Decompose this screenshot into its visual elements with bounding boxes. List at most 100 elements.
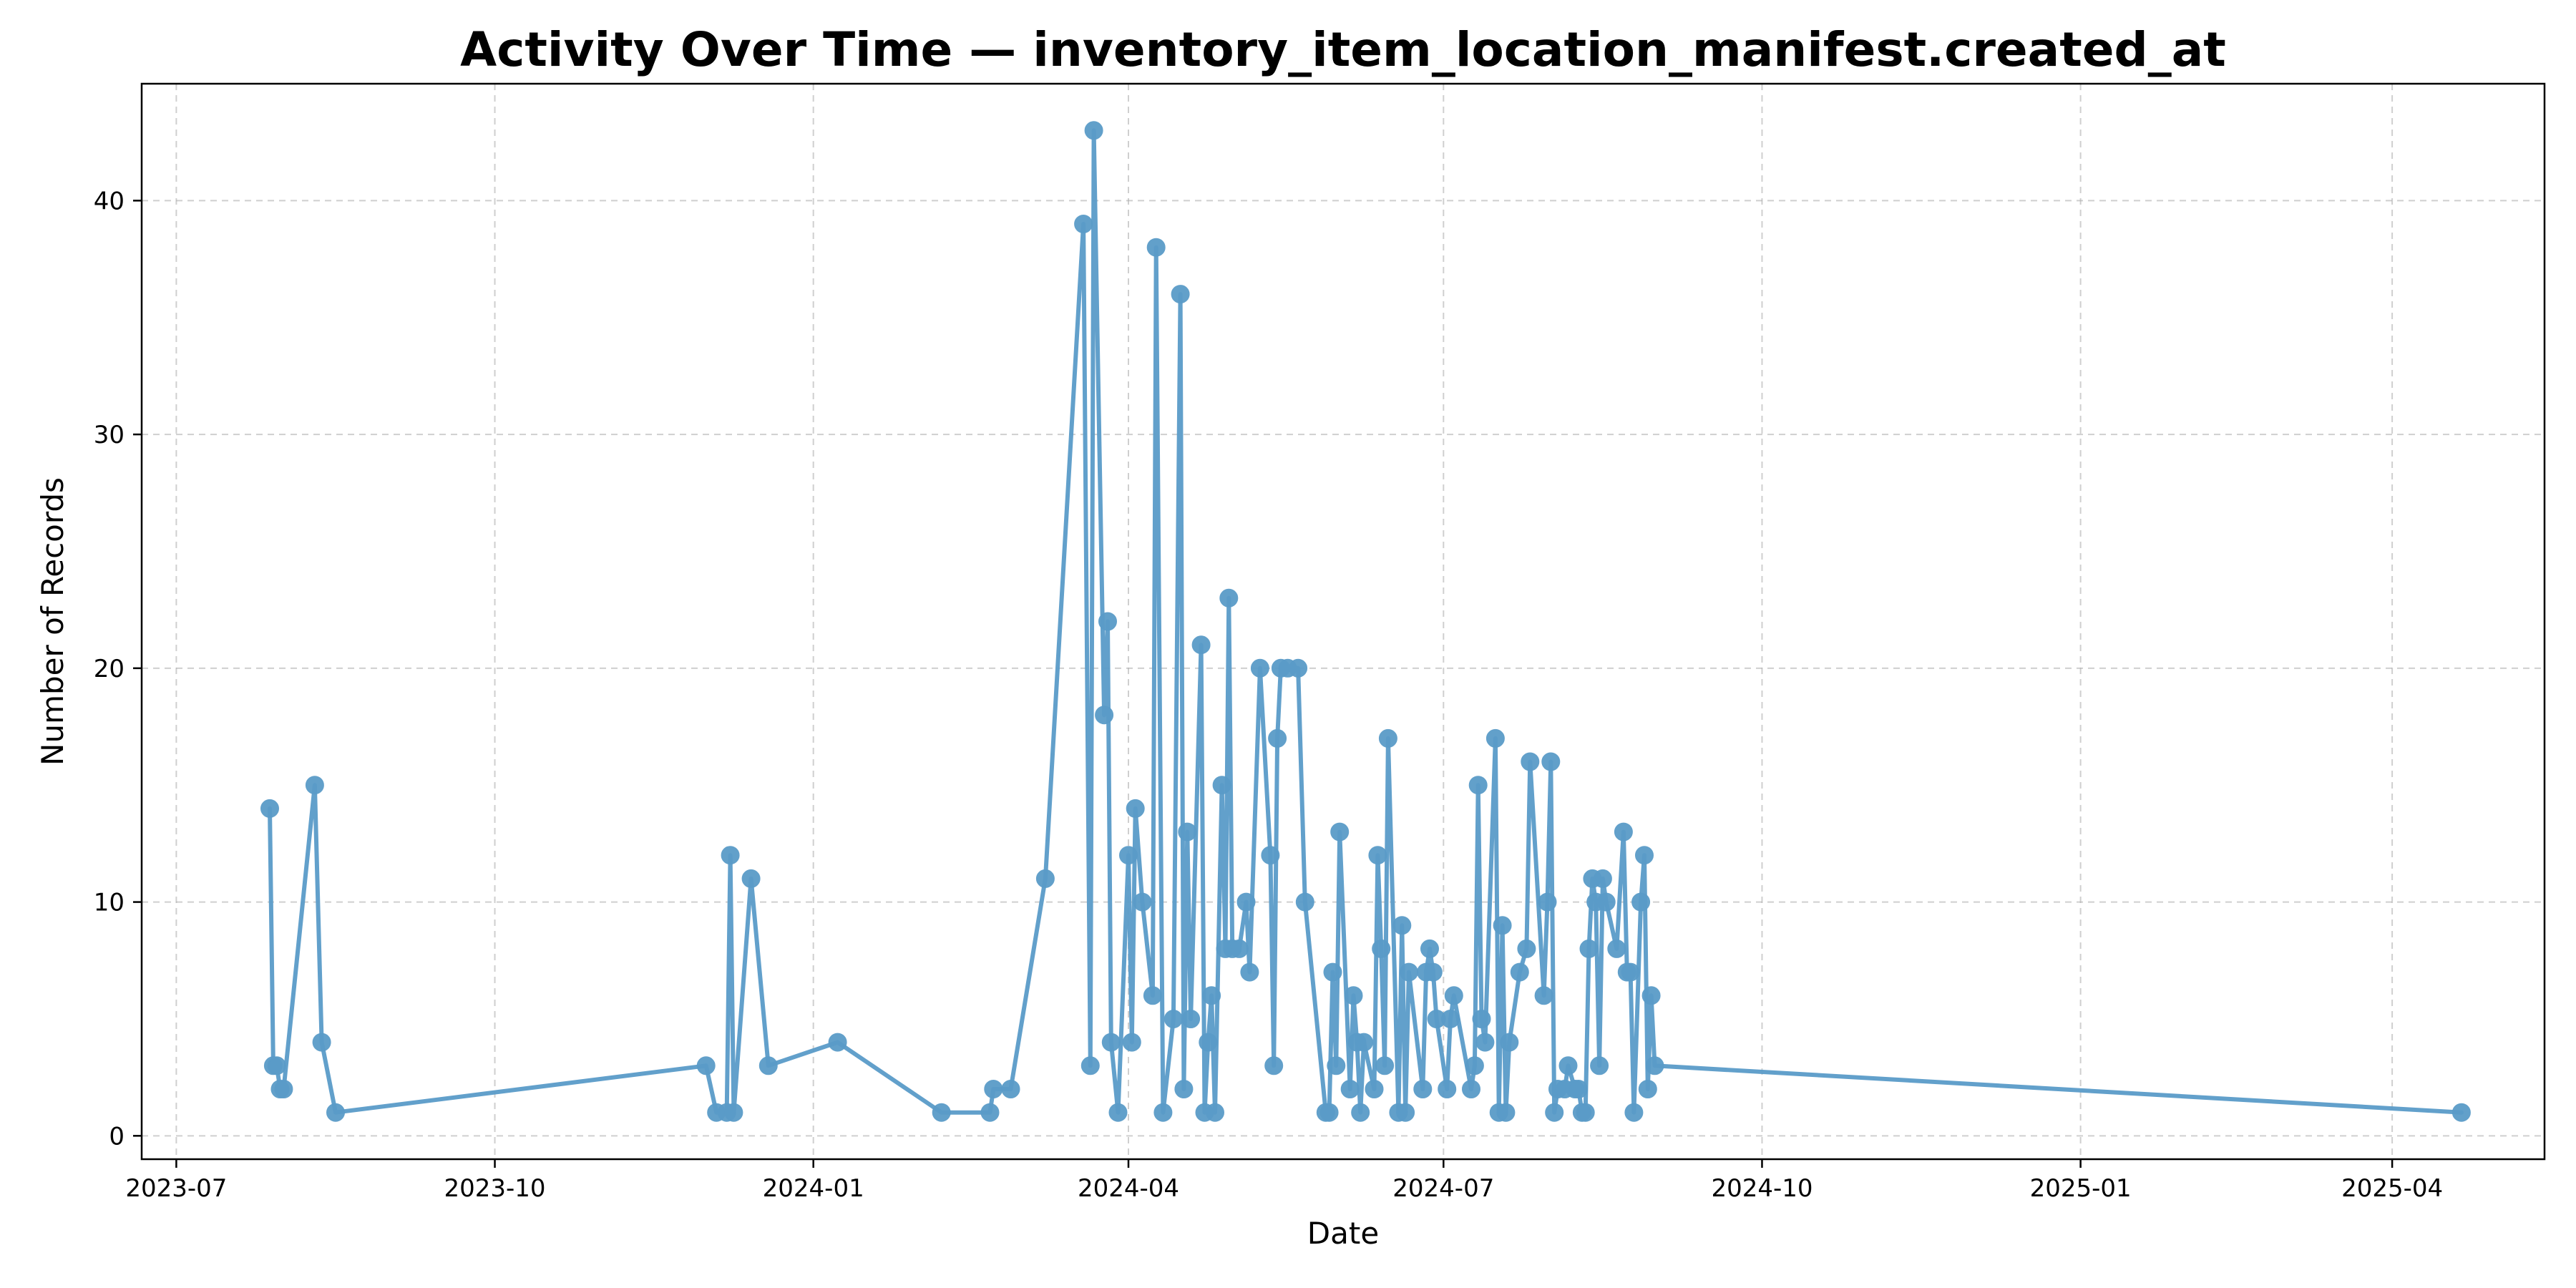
data-point	[1355, 1034, 1372, 1051]
data-point	[1608, 940, 1625, 957]
data-point	[1560, 1057, 1577, 1074]
data-point	[698, 1057, 715, 1074]
data-point	[327, 1104, 344, 1121]
x-tick-label: 2024-01	[763, 1174, 864, 1203]
data-point	[985, 1080, 1002, 1098]
data-point	[1144, 987, 1161, 1004]
data-point	[261, 800, 278, 817]
x-tick-label: 2024-07	[1392, 1174, 1494, 1203]
data-point	[1425, 964, 1442, 981]
data-point	[1231, 940, 1248, 957]
data-point	[760, 1057, 777, 1074]
data-point	[1297, 894, 1314, 911]
data-point	[1324, 964, 1342, 981]
x-tick-label: 2023-07	[125, 1174, 227, 1203]
data-point	[1342, 1080, 1359, 1098]
data-point	[1639, 1080, 1657, 1098]
data-point	[1380, 730, 1397, 747]
data-point	[1372, 940, 1390, 957]
data-point	[1262, 847, 1279, 864]
data-point	[1470, 776, 1487, 794]
x-tick-label: 2025-04	[2341, 1174, 2443, 1203]
data-point	[1476, 1034, 1493, 1051]
data-point	[1414, 1080, 1431, 1098]
data-point	[1327, 1057, 1345, 1074]
data-point	[1521, 753, 1538, 771]
data-point	[1570, 1080, 1587, 1098]
data-point	[1099, 613, 1116, 630]
data-point	[1179, 824, 1196, 841]
data-point	[1487, 730, 1504, 747]
data-point	[1214, 776, 1231, 794]
data-point	[1511, 964, 1528, 981]
data-point	[1421, 940, 1438, 957]
data-point	[1120, 847, 1137, 864]
data-point	[313, 1034, 331, 1051]
x-tick-label: 2025-01	[2030, 1174, 2132, 1203]
data-point	[1096, 706, 1113, 723]
data-point	[933, 1104, 950, 1121]
data-point	[1518, 940, 1535, 957]
data-point	[1376, 1057, 1393, 1074]
data-point	[268, 1057, 286, 1074]
data-point	[1542, 753, 1559, 771]
data-point	[1352, 1104, 1369, 1121]
data-point	[982, 1104, 999, 1121]
data-point	[1321, 1104, 1338, 1121]
x-axis-label: Date	[1307, 1216, 1379, 1251]
data-point	[829, 1034, 847, 1051]
y-tick-label: 0	[109, 1122, 125, 1151]
data-point	[1397, 1104, 1414, 1121]
data-point	[1289, 660, 1307, 677]
data-point	[1463, 1080, 1480, 1098]
data-point	[1075, 215, 1092, 233]
data-point	[1369, 847, 1386, 864]
data-point	[1127, 800, 1144, 817]
data-point	[1591, 1057, 1608, 1074]
x-tick-label: 2023-10	[444, 1174, 546, 1203]
y-tick-label: 20	[94, 655, 125, 683]
data-point	[1085, 122, 1103, 139]
data-point	[1345, 987, 1362, 1004]
data-point	[1037, 870, 1054, 887]
data-point	[1581, 940, 1598, 957]
data-point	[1539, 894, 1556, 911]
data-point	[1002, 1080, 1020, 1098]
data-point	[1133, 894, 1151, 911]
data-point	[1501, 1034, 1518, 1051]
data-point	[743, 870, 760, 887]
data-point	[1546, 1104, 1563, 1121]
data-point	[1206, 1104, 1224, 1121]
data-point	[306, 776, 323, 794]
data-point	[1636, 847, 1653, 864]
data-point	[1445, 987, 1463, 1004]
data-point	[722, 847, 739, 864]
data-point	[1331, 824, 1348, 841]
data-point	[1175, 1080, 1192, 1098]
data-point	[1123, 1034, 1141, 1051]
data-point	[1625, 1104, 1642, 1121]
data-point	[1252, 660, 1269, 677]
y-tick-label: 30	[94, 421, 125, 449]
data-point	[1238, 894, 1255, 911]
data-point	[1182, 1010, 1199, 1028]
data-point	[1165, 1010, 1182, 1028]
data-point	[1497, 1104, 1514, 1121]
data-point	[1594, 870, 1611, 887]
data-point	[1536, 987, 1553, 1004]
data-point	[1598, 894, 1615, 911]
data-point	[1442, 1010, 1459, 1028]
data-point	[1473, 1010, 1491, 1028]
y-axis-label: Number of Records	[35, 477, 70, 766]
x-tick-label: 2024-04	[1078, 1174, 1179, 1203]
data-point	[2453, 1104, 2470, 1121]
data-point	[1269, 730, 1286, 747]
data-point	[1400, 964, 1418, 981]
data-point	[1199, 1034, 1216, 1051]
data-point	[1265, 1057, 1282, 1074]
data-point	[1110, 1104, 1127, 1121]
data-point	[1241, 964, 1258, 981]
data-point	[1203, 987, 1220, 1004]
data-point	[1632, 894, 1649, 911]
